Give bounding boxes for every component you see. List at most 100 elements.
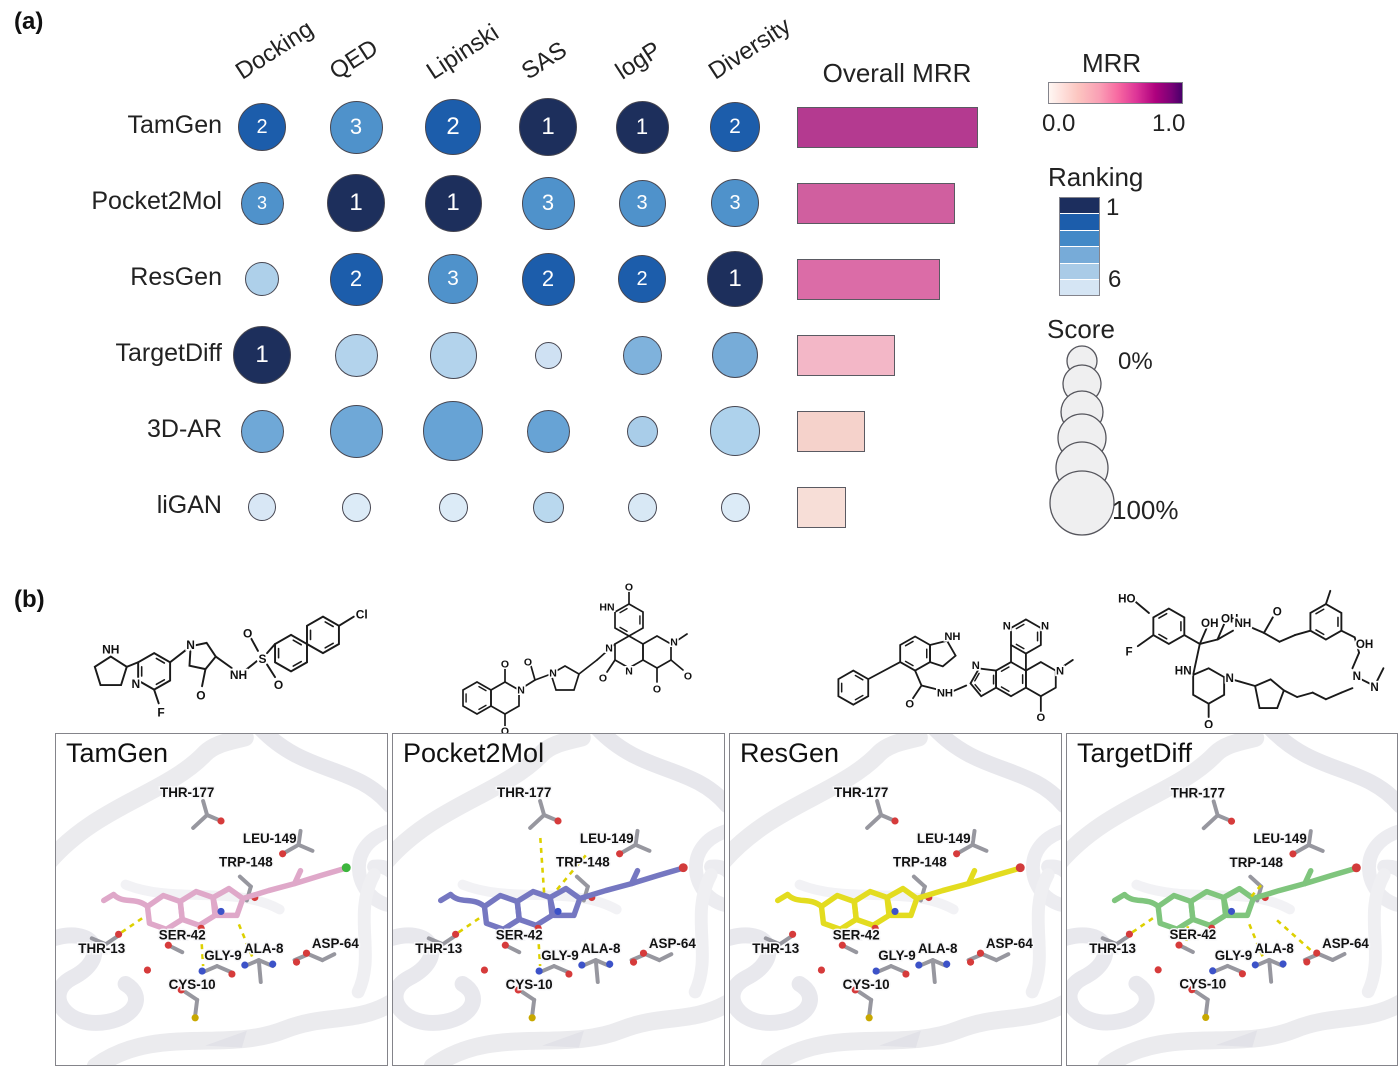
ranking-swatch <box>1060 278 1099 296</box>
protein-ribbon <box>761 995 1061 1065</box>
protein-pocket-render: THR-177 LEU-149 TRP-148 SER-42 THR-13 GLY-9 AL… <box>1067 734 1397 1065</box>
atom-label: F <box>1125 646 1132 659</box>
residue-label: CYS-10 <box>1179 977 1226 992</box>
beta-sheet-arrow <box>879 1030 921 1048</box>
atom-label: N <box>605 643 613 655</box>
matrix-bubble <box>329 404 383 458</box>
bubble-matrix: Docking QED Lipinski SAS logP Diversity TamGen… <box>0 0 1040 560</box>
ligand-nitrogen-dot <box>891 907 899 916</box>
ligand-terminal-atom <box>341 863 351 873</box>
atom-label: Cl <box>356 607 368 621</box>
heteroatom-dot <box>616 850 624 858</box>
protein-pocket-render: THR-177 LEU-149 TRP-148 SER-42 THR-13 GLY-9 AL… <box>393 734 724 1065</box>
hydrogen-bond-dash <box>1276 919 1314 953</box>
residue-label: ALA-8 <box>581 941 621 956</box>
heteroatom-dot <box>228 970 236 978</box>
heteroatom-dot <box>1238 970 1246 978</box>
overall-mrr-bar <box>797 182 955 224</box>
heteroatom-dot <box>269 960 277 968</box>
atom-label: OH <box>1356 638 1373 651</box>
atom-label: O <box>196 688 205 702</box>
residue-label: ASP-64 <box>649 936 696 951</box>
matrix-bubble: 2 <box>425 99 481 155</box>
atom-label: N <box>1056 665 1064 677</box>
protein-ribbon <box>1362 824 1397 912</box>
matrix-bubble <box>626 415 658 447</box>
atom-label: HN <box>1175 664 1192 677</box>
atom-label: O <box>625 582 633 594</box>
atom-label: O <box>501 659 509 671</box>
protein-ribbon <box>591 734 724 813</box>
atom-label: NH <box>230 668 247 682</box>
residue-label: GLY-9 <box>1215 948 1252 963</box>
matrix-bubble <box>429 331 477 379</box>
row-label-pocket2mol: Pocket2Mol <box>91 187 222 215</box>
protein-ribbon <box>351 868 381 999</box>
residue-label: THR-13 <box>752 941 799 956</box>
ranking-bottom-tick: 6 <box>1108 266 1122 293</box>
overall-mrr-bar <box>797 410 865 452</box>
matrix-bubble <box>245 262 279 296</box>
protein-ribbon <box>424 995 724 1065</box>
heteroatom-dot <box>838 941 846 949</box>
protein-ribbon <box>1025 868 1055 999</box>
overall-mrr-bar <box>797 258 940 300</box>
matrix-bubble <box>240 409 284 453</box>
protein-ribbon <box>393 734 591 868</box>
protein-ribbon <box>1264 734 1397 813</box>
ranking-swatch <box>1060 246 1099 263</box>
atom-label: O <box>1036 712 1045 724</box>
matrix-bubble <box>532 491 564 523</box>
heteroatom-dot <box>1209 967 1217 975</box>
atom-label: OH <box>1221 612 1238 625</box>
matrix-bubble: 1 <box>424 174 482 232</box>
overall-mrr-bar <box>797 486 846 528</box>
atom-label: N <box>972 660 980 672</box>
ranking-swatch <box>1060 213 1099 230</box>
atom-label: N <box>670 637 678 649</box>
score-size-scale <box>1049 345 1115 536</box>
protein-ribbon <box>1025 824 1061 912</box>
protein-ribbon <box>87 995 387 1065</box>
atom-label: NH <box>944 631 960 643</box>
protein-ribbon <box>1097 995 1397 1065</box>
hydrogen-bond-dash <box>538 834 546 893</box>
score-legend-title: Score <box>1047 314 1115 344</box>
scene-title: Pocket2Mol <box>403 738 545 768</box>
matrix-bubble <box>423 401 483 461</box>
hydrogen-bond-dash <box>1184 926 1190 947</box>
residue-label: CYS-10 <box>506 977 553 992</box>
column-header-docking: Docking <box>230 15 319 86</box>
column-header-qed: QED <box>324 34 384 86</box>
ligand-terminal-atom <box>678 863 688 873</box>
heteroatom-dot <box>865 1014 873 1022</box>
heteroatom-dot <box>1227 817 1236 825</box>
atom-label: NH <box>1235 617 1252 630</box>
heteroatom-dot <box>292 958 301 966</box>
heteroatom-dot <box>1154 966 1162 974</box>
row-label-tamgen: TamGen <box>127 111 222 139</box>
heteroatom-dot <box>1313 949 1321 957</box>
heteroatom-dot <box>143 966 152 974</box>
residue-label: THR-177 <box>497 785 551 800</box>
ligand-oxygen-dot <box>197 924 205 932</box>
resgen-ligand-2d: NH O NH N N N N O <box>837 618 1074 726</box>
atom-label: O <box>599 673 607 685</box>
matrix-bubble: 2 <box>710 102 760 152</box>
heteroatom-dot <box>639 949 648 957</box>
residue-label: TRP-148 <box>893 855 947 870</box>
residue-label: ALA-8 <box>244 941 284 956</box>
ligand-nitrogen-dot <box>1227 907 1236 915</box>
protein-pocket-render: THR-177 LEU-149 TRP-148 SER-42 THR-13 GLY-9 AL… <box>56 734 387 1065</box>
residue-label: SER-42 <box>1169 927 1216 942</box>
heteroatom-dot <box>565 970 573 978</box>
ranking-color-scale <box>1059 197 1100 297</box>
column-header-logp: logP <box>610 36 666 86</box>
matrix-bubble: 1 <box>707 251 763 307</box>
residue-label: THR-13 <box>415 941 462 956</box>
residue-label: GLY-9 <box>204 948 242 963</box>
matrix-bubble <box>334 333 378 377</box>
protein-ribbon <box>1361 868 1391 999</box>
residue-label: SER-42 <box>159 927 206 942</box>
